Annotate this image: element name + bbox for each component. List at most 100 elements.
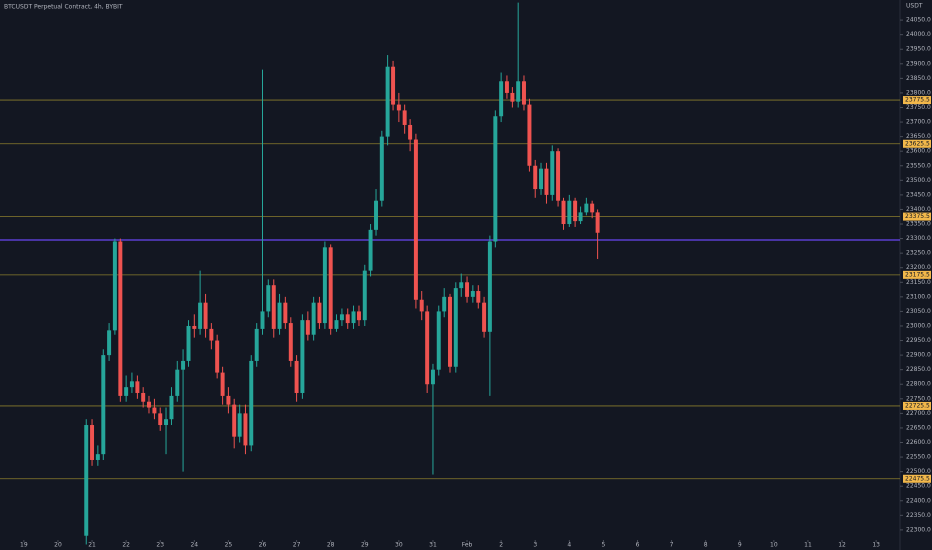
x-tick-label: 10 xyxy=(770,542,778,549)
candle-body xyxy=(482,302,487,332)
candle-body xyxy=(533,165,538,190)
candle-body xyxy=(334,320,339,329)
candle-body xyxy=(493,116,498,242)
candle-body xyxy=(550,151,555,195)
y-tick-label: 22900.0 xyxy=(906,352,931,359)
candle-body xyxy=(317,302,322,324)
x-tick-label: 13 xyxy=(872,542,880,549)
candle-body xyxy=(288,323,293,361)
y-tick-label: 22800.0 xyxy=(906,381,931,388)
candle-body xyxy=(470,291,475,297)
candle-body xyxy=(300,320,305,393)
candle-body xyxy=(169,395,174,420)
candle-body xyxy=(561,200,566,225)
candle-body xyxy=(164,419,169,426)
candle-body xyxy=(203,302,208,329)
x-tick-label: 21 xyxy=(88,542,96,549)
candle-body xyxy=(152,407,157,414)
x-tick-label: 31 xyxy=(429,542,437,549)
candle-body xyxy=(521,81,526,105)
y-tick-label: 23650.0 xyxy=(906,133,931,140)
candle-body xyxy=(465,282,470,297)
chart-title: BTCUSDT Perpetual Contract, 4h, BYBIT xyxy=(4,4,123,11)
candle-body xyxy=(198,302,203,329)
y-tick-label: 23050.0 xyxy=(906,308,931,315)
candle-body xyxy=(584,203,589,213)
candle-body xyxy=(430,369,435,385)
candle-body xyxy=(459,282,464,289)
candle-body xyxy=(379,136,384,201)
y-tick-label: 23300.0 xyxy=(906,235,931,242)
candle-body xyxy=(556,151,561,201)
y-tick-label: 22500.0 xyxy=(906,468,931,475)
x-tick-label: 26 xyxy=(259,542,267,549)
candle-body xyxy=(544,168,549,195)
y-tick-label: 23750.0 xyxy=(906,104,931,111)
x-tick-label: 3 xyxy=(533,542,537,549)
candle-body xyxy=(271,285,276,329)
y-tick-label: 23000.0 xyxy=(906,322,931,329)
candle-body xyxy=(362,270,367,321)
candle-body xyxy=(402,110,407,125)
x-tick-label: 24 xyxy=(190,542,198,549)
candle-body xyxy=(408,124,413,140)
x-tick-label: 19 xyxy=(20,542,28,549)
candle-body xyxy=(209,328,214,341)
y-tick-label: 23350.0 xyxy=(906,221,931,228)
candle-body xyxy=(215,340,220,373)
level-label-bg xyxy=(903,212,931,221)
x-tick-label: 9 xyxy=(738,542,742,549)
candle-body xyxy=(499,81,504,117)
candle-body xyxy=(368,229,373,271)
candle-body xyxy=(516,81,521,102)
candle-body xyxy=(101,355,106,455)
candle-body xyxy=(226,395,231,405)
y-tick-label: 23100.0 xyxy=(906,293,931,300)
level-label: 23775.5 xyxy=(905,97,930,104)
x-tick-label: 30 xyxy=(395,542,403,549)
candle-body xyxy=(95,454,100,460)
level-label: 23175.5 xyxy=(905,271,930,278)
candle-body xyxy=(322,247,327,324)
x-tick-label: 20 xyxy=(54,542,62,549)
y-tick-label: 23450.0 xyxy=(906,191,931,198)
candle-body xyxy=(192,325,197,329)
candle-body xyxy=(351,311,356,324)
level-label-bg xyxy=(903,96,931,105)
x-tick-label: 27 xyxy=(293,542,301,549)
candle-body xyxy=(158,413,163,426)
candle-body xyxy=(385,66,390,137)
y-tick-label: 23850.0 xyxy=(906,75,931,82)
candle-body xyxy=(283,302,288,324)
y-tick-label: 22750.0 xyxy=(906,395,931,402)
y-tick-label: 24000.0 xyxy=(906,31,931,38)
candle-body xyxy=(220,372,225,396)
candle-body xyxy=(436,311,441,370)
candle-body xyxy=(590,203,595,213)
candle-body xyxy=(510,92,515,102)
candle-body xyxy=(186,325,191,361)
candle-body xyxy=(277,302,282,329)
x-tick-label: 29 xyxy=(361,542,369,549)
candle-body xyxy=(567,200,572,225)
candle-body xyxy=(356,311,361,321)
candle-body xyxy=(135,381,140,393)
candle-body xyxy=(294,360,299,393)
level-label: 22725.5 xyxy=(905,402,930,409)
candle-body xyxy=(112,241,117,331)
y-tick-label: 22600.0 xyxy=(906,439,931,446)
y-tick-label: 23400.0 xyxy=(906,206,931,213)
x-tick-label: 23 xyxy=(156,542,164,549)
x-tick-label: 11 xyxy=(804,542,812,549)
candle-body xyxy=(328,247,333,329)
y-tick-label: 22950.0 xyxy=(906,337,931,344)
candle-body xyxy=(237,413,242,437)
y-tick-label: 23200.0 xyxy=(906,264,931,271)
y-tick-label: 23550.0 xyxy=(906,162,931,169)
candle-body xyxy=(442,296,447,312)
x-tick-label: 25 xyxy=(225,542,233,549)
level-label-bg xyxy=(903,474,931,483)
candle-body xyxy=(396,104,401,111)
x-tick-label: 12 xyxy=(838,542,846,549)
